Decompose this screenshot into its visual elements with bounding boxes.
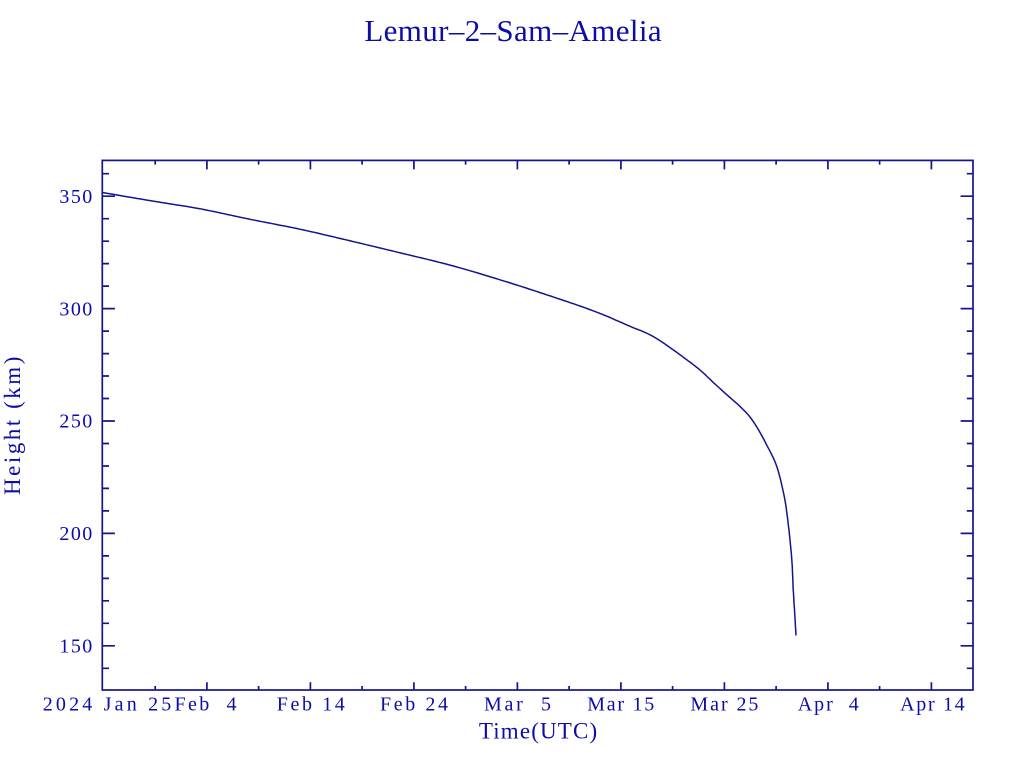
svg-text:Lemur–2–Sam–Amelia: Lemur–2–Sam–Amelia xyxy=(364,13,662,48)
svg-text:Apr 14: Apr 14 xyxy=(900,694,965,716)
svg-text:200: 200 xyxy=(59,523,92,545)
svg-text:Feb 14: Feb 14 xyxy=(277,694,345,716)
svg-text:Height (km): Height (km) xyxy=(0,357,25,495)
svg-text:Mar 25: Mar 25 xyxy=(690,694,758,716)
svg-text:Time(UTC): Time(UTC) xyxy=(479,719,597,744)
svg-text:2024 Jan 25: 2024 Jan 25 xyxy=(43,694,172,716)
svg-text:Mar 15: Mar 15 xyxy=(587,694,654,716)
svg-text:Apr 4: Apr 4 xyxy=(798,694,859,716)
svg-text:150: 150 xyxy=(59,636,92,658)
svg-text:Feb 4: Feb 4 xyxy=(175,694,237,716)
svg-text:Feb 24: Feb 24 xyxy=(380,694,448,716)
svg-text:250: 250 xyxy=(59,411,92,433)
svg-text:350: 350 xyxy=(59,186,92,208)
svg-text:Mar 5: Mar 5 xyxy=(484,694,551,716)
svg-text:300: 300 xyxy=(59,298,92,320)
